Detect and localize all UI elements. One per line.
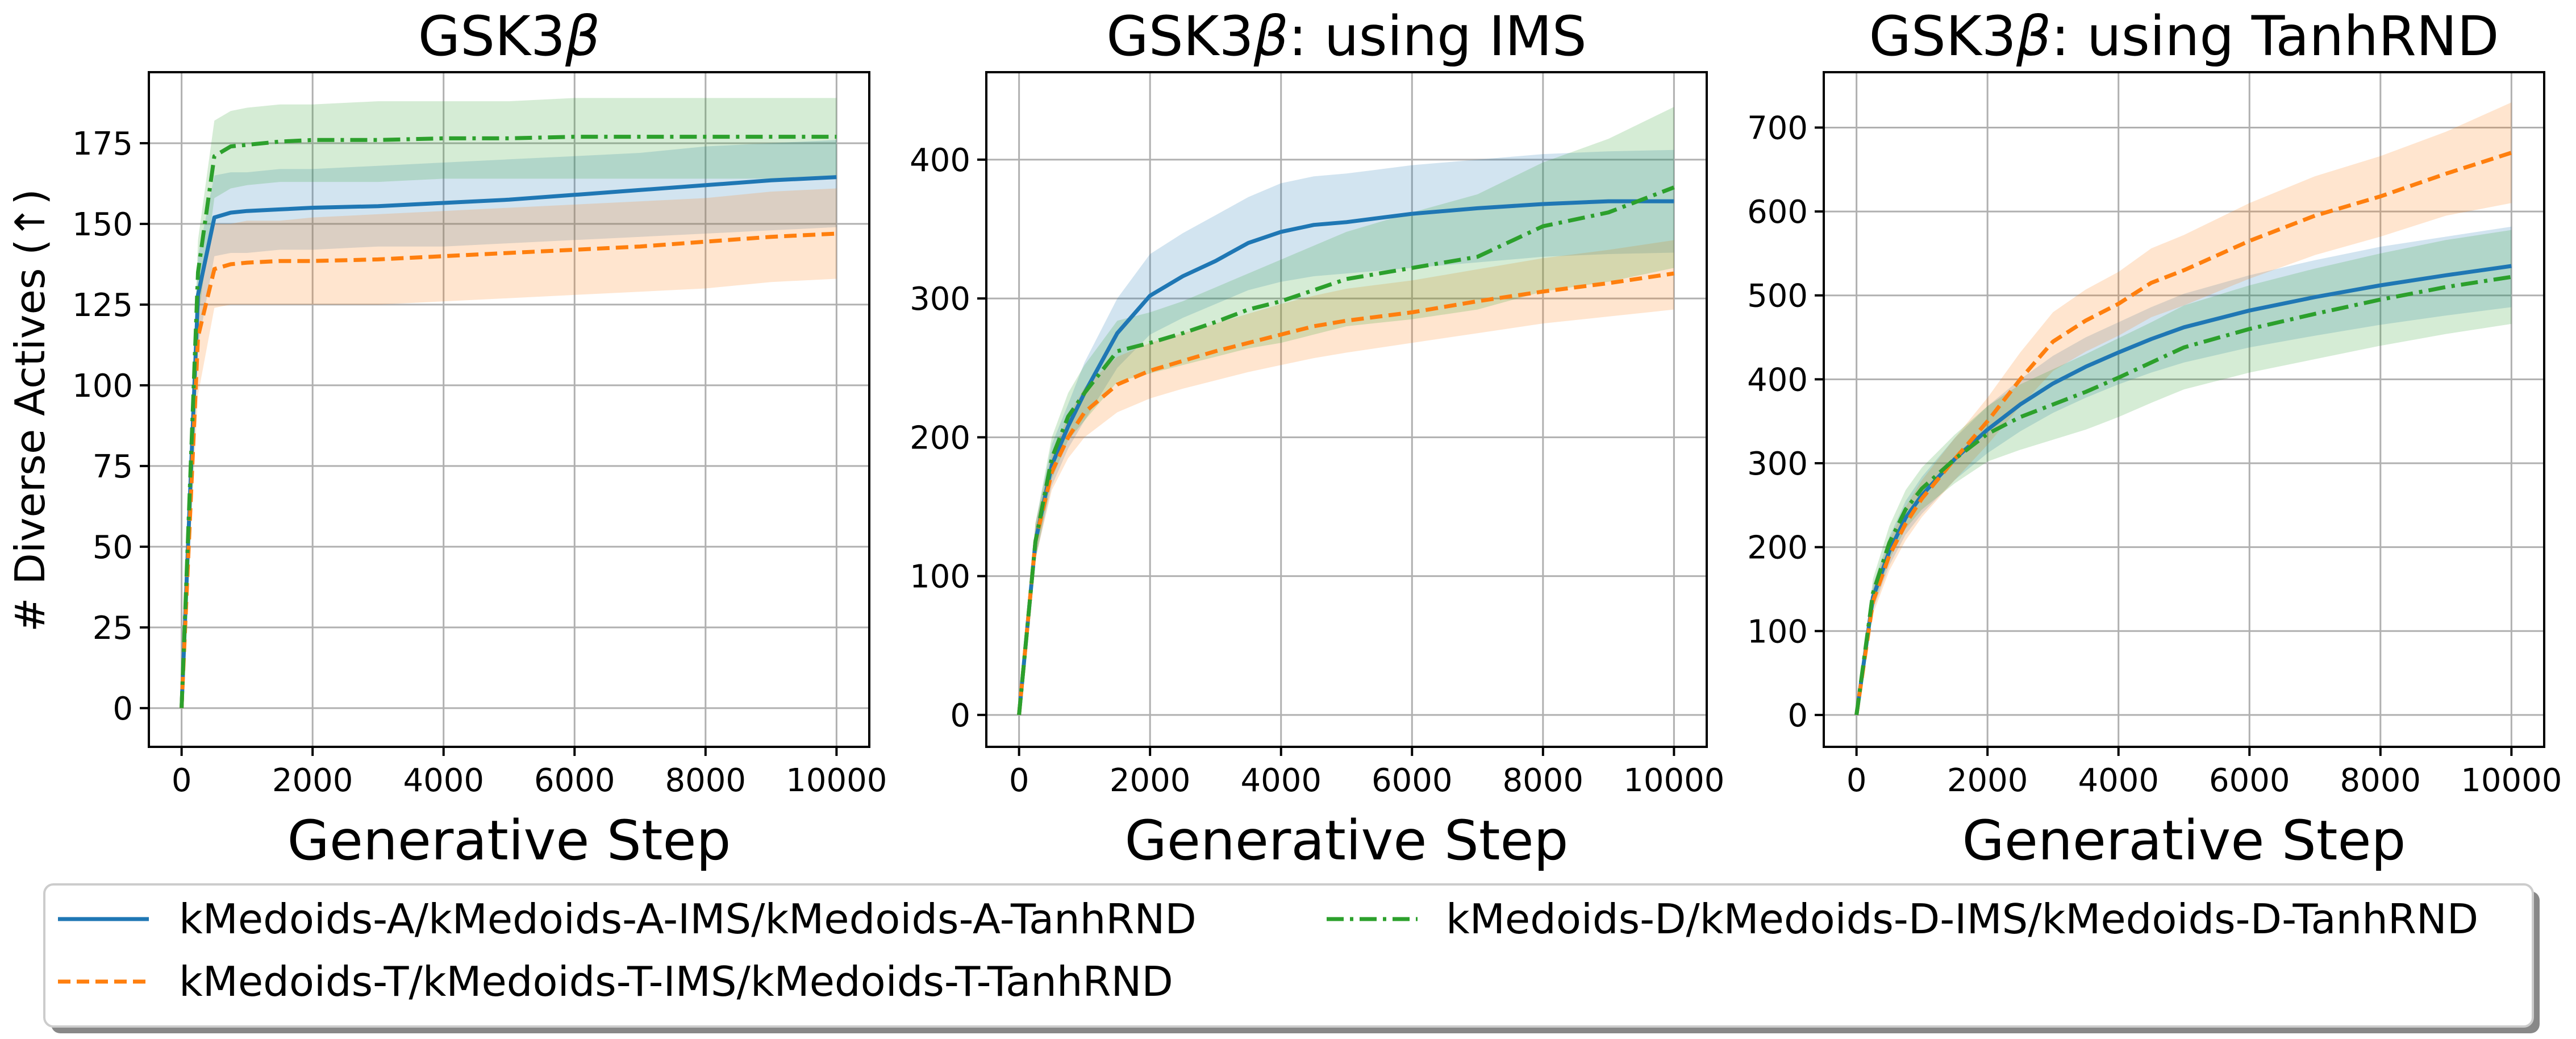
y-tick-label: 0 — [950, 697, 970, 734]
series-line-D — [180, 135, 837, 708]
series-line-D — [1017, 185, 1675, 716]
x-tick-label: 4000 — [403, 762, 484, 799]
series-line-A — [1017, 199, 1674, 716]
y-tick-label: 100 — [72, 368, 133, 405]
y-tick-label: 100 — [1747, 613, 1808, 650]
band-A — [1019, 149, 1674, 715]
x-tick-label: 8000 — [2340, 762, 2421, 799]
x-tick-label: 2000 — [1110, 762, 1191, 799]
panel-title: GSK3β — [418, 5, 601, 68]
y-axis-label: # Diverse Actives (↑) — [6, 189, 54, 631]
x-tick-label: 6000 — [1372, 762, 1453, 799]
legend-label-A: kMedoids-A/kMedoids-A-IMS/kMedoids-A-Tan… — [179, 895, 1197, 943]
y-tick-label: 300 — [910, 281, 970, 318]
band-T — [1019, 240, 1674, 715]
plot-area — [1854, 102, 2512, 716]
band-A — [181, 140, 837, 708]
y-tick-label: 100 — [910, 559, 970, 596]
legend: kMedoids-A/kMedoids-A-IMS/kMedoids-A-Tan… — [43, 883, 2540, 1033]
legend-label-T: kMedoids-T/kMedoids-T-IMS/kMedoids-T-Tan… — [179, 958, 1173, 1005]
y-tick-label: 400 — [910, 142, 970, 179]
x-tick-label: 0 — [172, 762, 192, 799]
y-tick-label: 0 — [1787, 697, 1808, 734]
band-D — [1856, 230, 2512, 715]
y-tick-label: 500 — [1747, 278, 1808, 315]
y-tick-label: 75 — [93, 448, 133, 485]
plot-frame — [148, 71, 870, 748]
y-tick-label: 0 — [112, 691, 133, 728]
band-D — [181, 98, 837, 708]
plot-area — [180, 98, 837, 708]
series-line-D — [1854, 275, 2512, 716]
series-line-T — [1854, 151, 2512, 716]
chart-panel-2: 0 2000 4000 6000 8000 10000 0 100 200 300 400 Gener… — [910, 5, 1724, 872]
x-tick-label: 2000 — [272, 762, 353, 799]
panel-title: GSK3β: using IMS — [1106, 5, 1586, 68]
x-tick-label: 0 — [1009, 762, 1029, 799]
x-tick-label: 8000 — [1503, 762, 1584, 799]
y-tick-label: 200 — [1747, 530, 1808, 567]
x-axis-title: Generative Step — [1962, 809, 2406, 872]
y-tick-label: 150 — [72, 206, 133, 243]
y-tick-label: 175 — [72, 126, 133, 163]
chart-panel-3: 0 2000 4000 6000 8000 10000 0 100 200 300 400 500 60… — [1747, 5, 2562, 872]
y-tick-label: 300 — [1747, 446, 1808, 483]
x-tick-label: 6000 — [534, 762, 615, 799]
series-line-A — [1854, 264, 2512, 716]
plot-frame — [985, 71, 1708, 748]
legend-label-D: kMedoids-D/kMedoids-D-IMS/kMedoids-D-Tan… — [1446, 895, 2478, 943]
panel-title: GSK3β: using TanhRND — [1869, 5, 2499, 68]
plot-frame — [1823, 71, 2545, 748]
x-tick-label: 10000 — [786, 762, 887, 799]
band-T — [181, 188, 837, 708]
chart-panels: 0 2000 4000 6000 8000 10000025507510012515017… — [72, 5, 2562, 872]
x-tick-label: 6000 — [2209, 762, 2290, 799]
series-line-T — [180, 231, 837, 708]
band-D — [1019, 107, 1674, 715]
y-tick-label: 400 — [1747, 361, 1808, 398]
y-tick-label: 200 — [910, 419, 970, 456]
series-line-A — [180, 175, 837, 708]
y-tick-label: 700 — [1747, 110, 1808, 147]
x-tick-label: 4000 — [1240, 762, 1322, 799]
y-tick-label: 600 — [1747, 194, 1808, 231]
x-tick-label: 2000 — [1947, 762, 2028, 799]
series-line-T — [1017, 271, 1674, 716]
x-tick-label: 10000 — [1623, 762, 1724, 799]
x-axis-title: Generative Step — [1125, 809, 1569, 872]
x-tick-label: 4000 — [2078, 762, 2159, 799]
x-tick-label: 8000 — [665, 762, 747, 799]
plot-area — [1017, 107, 1675, 716]
y-tick-label: 25 — [93, 610, 133, 647]
band-T — [1856, 102, 2512, 715]
legend-frame — [43, 883, 2534, 1028]
y-tick-label: 125 — [72, 287, 133, 324]
x-tick-label: 10000 — [2461, 762, 2562, 799]
x-tick-label: 0 — [1846, 762, 1867, 799]
chart-panel-1: 0 2000 4000 6000 8000 10000 0 25 50 75 100 125 150 17… — [72, 5, 887, 872]
x-axis-title: Generative Step — [287, 809, 731, 872]
y-tick-label: 50 — [93, 529, 133, 566]
